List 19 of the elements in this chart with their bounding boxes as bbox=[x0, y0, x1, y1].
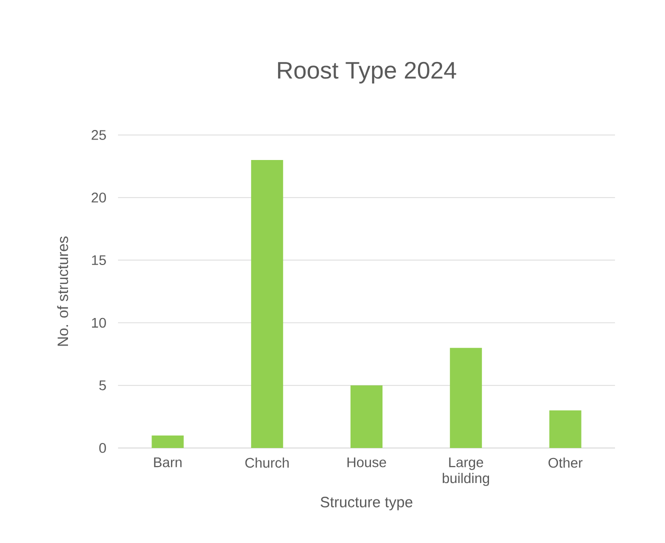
bar bbox=[251, 160, 284, 448]
bar bbox=[549, 410, 582, 448]
bar bbox=[152, 435, 184, 448]
x-tick-label: Church bbox=[245, 458, 289, 468]
bar bbox=[450, 348, 482, 448]
y-axis-title: No. of structures bbox=[57, 236, 68, 346]
x-tick-label: House bbox=[347, 458, 386, 468]
bar bbox=[350, 385, 383, 448]
x-tick-label: Large building bbox=[442, 458, 490, 486]
y-tick-label: 20 bbox=[92, 192, 106, 203]
y-tick-label: 25 bbox=[92, 130, 106, 140]
x-axis-title: Structure type bbox=[320, 496, 412, 510]
y-tick-label: 0 bbox=[99, 443, 106, 453]
x-tick-label: Other bbox=[548, 458, 583, 468]
y-tick-label: 5 bbox=[99, 380, 106, 390]
y-tick-label: 10 bbox=[92, 318, 106, 328]
chart-title: Roost Type 2024 bbox=[278, 62, 456, 84]
x-tick-label: Barn bbox=[154, 458, 182, 468]
y-tick-label: 15 bbox=[92, 255, 106, 266]
